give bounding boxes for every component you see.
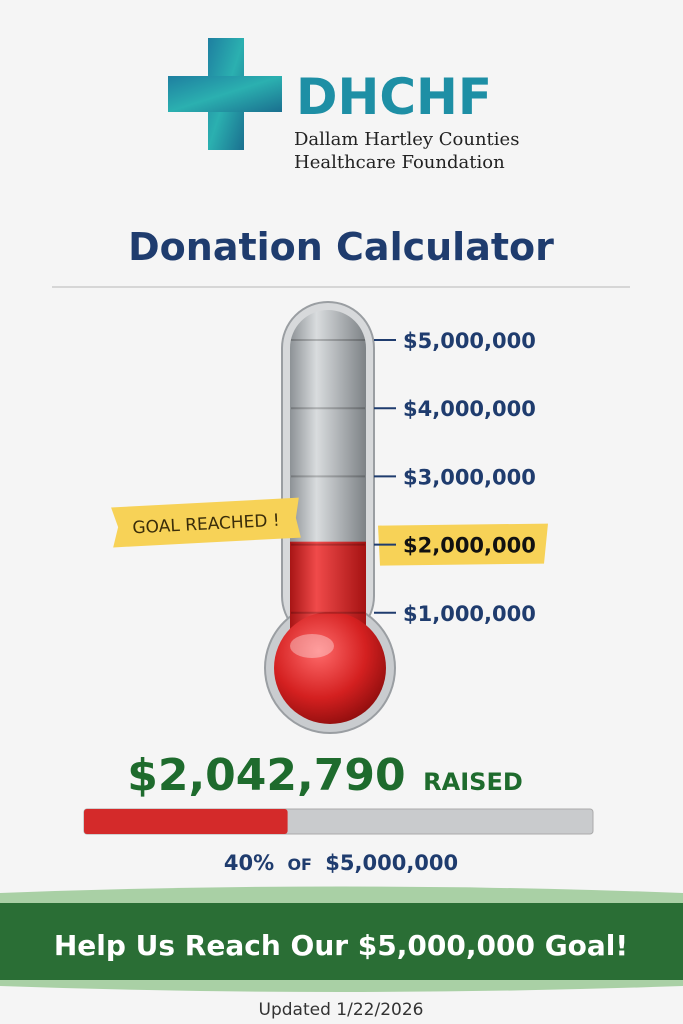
- logo-name: Dallam Hartley Counties: [294, 129, 519, 150]
- bulb: [274, 612, 386, 724]
- tick-label: $2,000,000: [403, 534, 536, 558]
- progress: [84, 809, 288, 834]
- tick-label: $1,000,000: [403, 602, 536, 626]
- title: Donation Calculator: [128, 225, 554, 269]
- goal-badge: GOAL REACHED !: [111, 497, 301, 548]
- logo-name: Healthcare Foundation: [294, 152, 505, 173]
- tick-label: $4,000,000: [403, 397, 536, 421]
- badge-shape: [111, 497, 301, 548]
- logo-cross: [168, 38, 282, 150]
- updated: Updated 1/22/2026: [259, 1000, 424, 1020]
- footer-band: [0, 903, 683, 980]
- footer-cta: Help Us Reach Our $5,000,000 Goal!: [54, 929, 628, 962]
- tick-label: $3,000,000: [403, 465, 536, 489]
- bulb-shine: [290, 634, 334, 658]
- raised-suffix: RAISED: [423, 768, 523, 796]
- thermometer: [264, 301, 396, 734]
- goal: $5,000,000: [325, 851, 458, 875]
- tick-highlight: [378, 523, 548, 566]
- raised-amount: $2,042,790: [127, 750, 405, 801]
- thermometer-overlay: $1,000,000 GOAL REACHED ! $2,000,000 $3,000…: [111, 329, 548, 626]
- of: of: [287, 855, 312, 874]
- logo-acronym: DHCHF: [296, 68, 492, 126]
- percent: 40%: [224, 851, 274, 875]
- progress-caption: 40% of $5,000,000: [224, 851, 458, 875]
- progress-fill: [84, 809, 288, 834]
- tick-label: $5,000,000: [403, 329, 536, 353]
- raised: $2,042,790 RAISED: [127, 750, 523, 801]
